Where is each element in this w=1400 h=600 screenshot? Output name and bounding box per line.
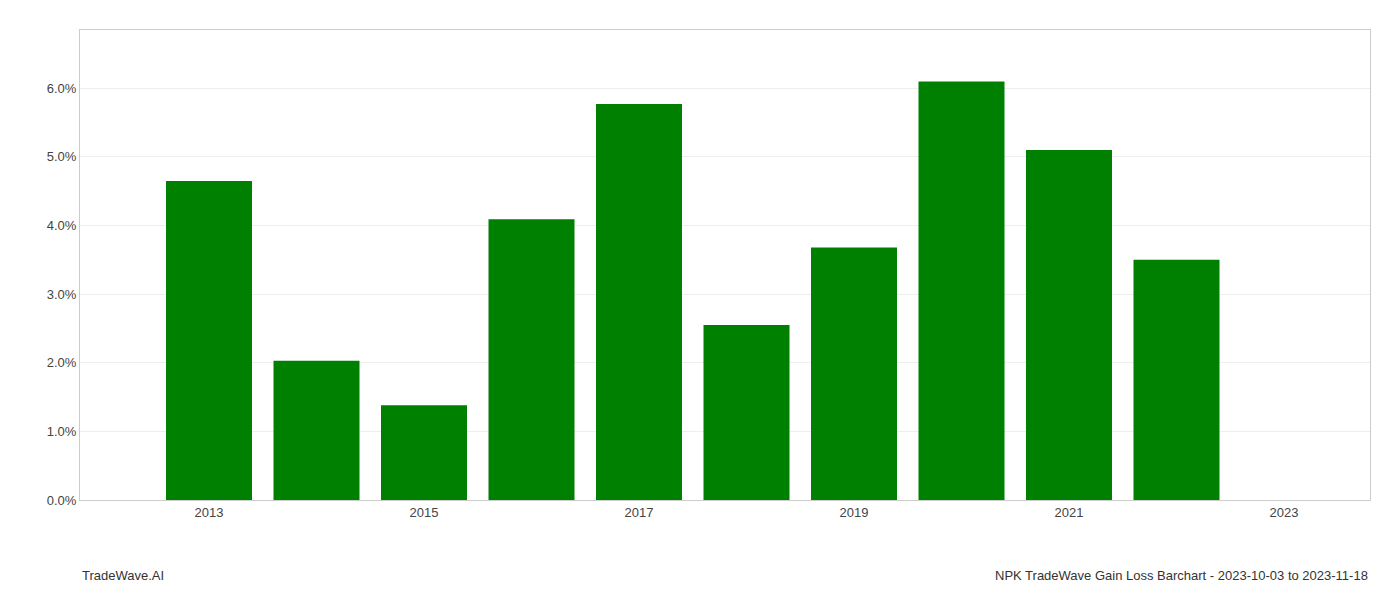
svg-text:4.0%: 4.0%: [47, 218, 77, 233]
svg-text:2023: 2023: [1270, 505, 1299, 520]
svg-text:2021: 2021: [1055, 505, 1084, 520]
svg-text:2019: 2019: [840, 505, 869, 520]
svg-text:NPK TradeWave Gain Loss Barcha: NPK TradeWave Gain Loss Barchart - 2023-…: [995, 568, 1368, 583]
svg-text:6.0%: 6.0%: [47, 81, 77, 96]
svg-text:5.0%: 5.0%: [47, 149, 77, 164]
svg-text:2013: 2013: [195, 505, 224, 520]
svg-text:3.0%: 3.0%: [47, 287, 77, 302]
svg-text:TradeWave.AI: TradeWave.AI: [82, 568, 164, 583]
svg-text:1.0%: 1.0%: [47, 424, 77, 439]
svg-text:2015: 2015: [410, 505, 439, 520]
svg-text:0.0%: 0.0%: [47, 493, 77, 508]
svg-text:2.0%: 2.0%: [47, 355, 77, 370]
svg-text:2017: 2017: [625, 505, 654, 520]
